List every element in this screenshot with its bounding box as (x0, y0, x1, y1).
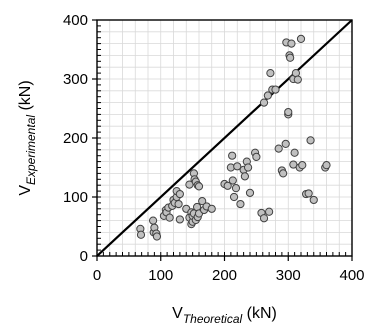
data-point (198, 197, 207, 206)
data-point (263, 91, 272, 100)
x-tick-label: 100 (148, 267, 173, 284)
data-point (174, 199, 183, 209)
data-point (165, 213, 174, 222)
data-point (265, 207, 274, 216)
y-tick-label: 200 (63, 130, 88, 147)
data-point (298, 161, 307, 170)
data-point (286, 53, 295, 62)
data-point (207, 204, 216, 213)
data-point (322, 161, 331, 170)
y-tick-label: 300 (63, 71, 88, 88)
data-point (240, 172, 249, 181)
data-point (290, 148, 299, 157)
y-axis-label: VExperimental (kN) (17, 80, 38, 195)
x-tick-label: 300 (276, 267, 301, 284)
data-point (287, 39, 296, 48)
data-point (243, 163, 253, 172)
data-point (152, 232, 162, 241)
x-axis-label-subscript: Theoretical (183, 312, 243, 326)
tick-labels: 0 100 200 300 400 0 100 200 300 400 (63, 12, 365, 284)
data-point (293, 75, 302, 84)
data-point (231, 184, 241, 193)
data-point (306, 136, 315, 145)
y-tick-label: 0 (80, 248, 88, 265)
data-point (245, 188, 255, 197)
data-point (259, 214, 269, 223)
data-point (304, 189, 313, 198)
data-point (281, 139, 290, 148)
y-axis-label-base: V (17, 185, 34, 196)
data-point (228, 151, 237, 160)
data-point (279, 169, 288, 178)
data-point (149, 216, 158, 225)
data-point (194, 182, 204, 191)
data-point (175, 189, 184, 199)
x-axis-label: VTheoretical (kN) (172, 305, 277, 326)
data-point (259, 98, 269, 107)
x-tick-label: 400 (339, 267, 364, 284)
x-tick-label: 200 (212, 267, 237, 284)
y-tick-label: 100 (63, 189, 88, 206)
x-axis-label-base: V (172, 305, 183, 322)
data-point (233, 162, 242, 171)
data-point (274, 144, 283, 153)
data-point (175, 215, 184, 224)
data-point (296, 34, 306, 43)
data-point (236, 199, 245, 209)
data-point (229, 192, 239, 202)
y-tick-label: 400 (63, 12, 88, 29)
data-point (252, 152, 261, 161)
data-point (309, 195, 318, 205)
data-point (284, 107, 293, 117)
y-axis-label-subscript: Experimental (24, 115, 38, 185)
data-point (266, 69, 275, 78)
tick-marks (92, 19, 353, 261)
data-point (136, 230, 146, 239)
data-point (228, 176, 237, 185)
data-point (271, 85, 280, 94)
y-axis-label-unit: (kN) (17, 80, 34, 115)
reference-line-1-to-1 (96, 19, 353, 257)
x-tick-label: 0 (93, 267, 101, 284)
data-points (136, 34, 331, 241)
x-axis-label-unit: (kN) (242, 305, 277, 322)
data-point (223, 181, 232, 190)
